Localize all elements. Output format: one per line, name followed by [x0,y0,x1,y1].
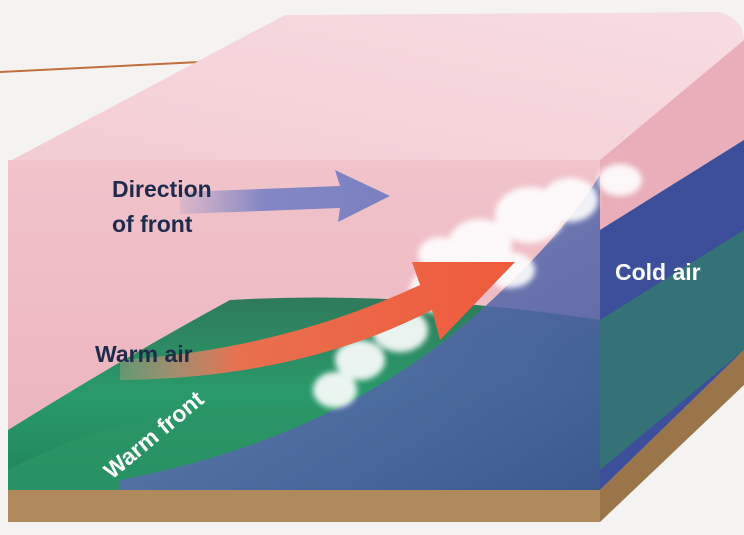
warm-air-label: Warm air [95,341,193,367]
direction-label: of front [112,211,193,237]
warm-front-diagram: Direction of front Warm air Cold air War… [0,0,744,535]
page: Direction of front Warm air Cold air War… [0,0,744,535]
page-rule [0,62,200,72]
cold-air-label: Cold air [615,259,701,285]
soil-front [8,490,600,522]
direction-label: Direction [112,176,212,202]
